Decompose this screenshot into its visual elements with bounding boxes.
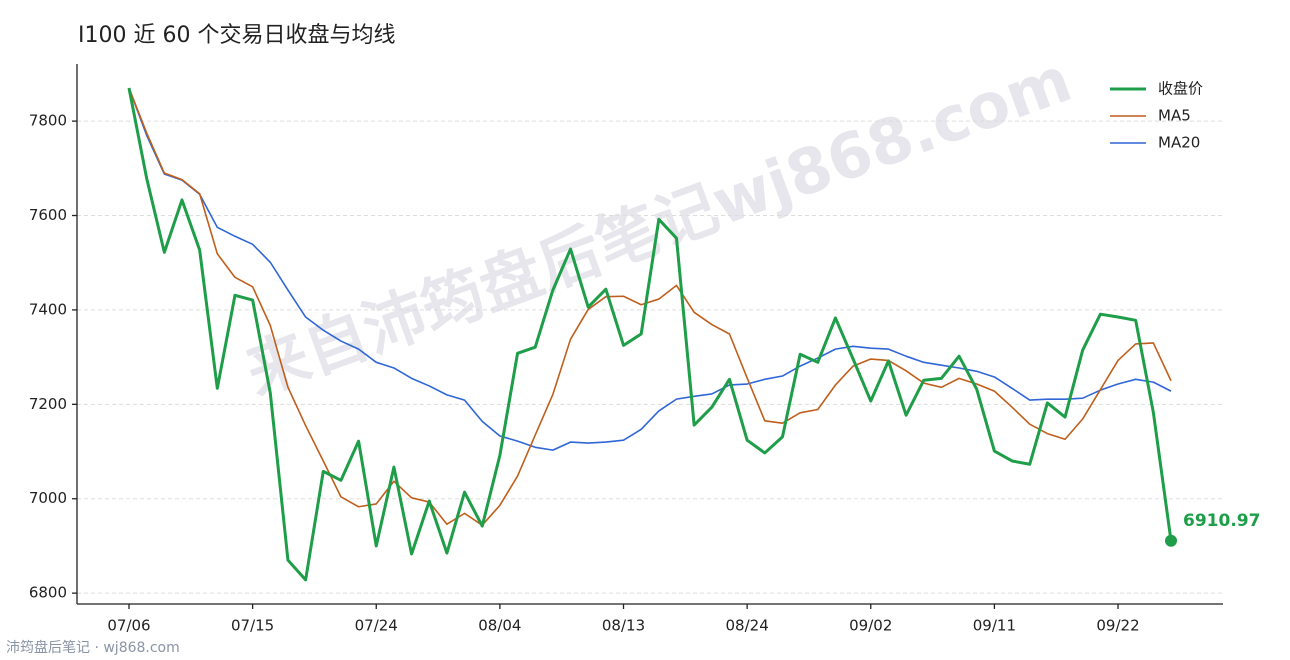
y-tick-label: 7200 <box>29 395 67 413</box>
legend-label: 收盘价 <box>1158 80 1203 98</box>
last-value-label: 6910.97 <box>1183 511 1260 531</box>
series-line <box>128 87 1172 451</box>
y-tick-label: 7600 <box>29 206 67 224</box>
x-tick-label: 08/04 <box>478 617 521 635</box>
chart-title: I100 近 60 个交易日收盘与均线 <box>78 23 395 48</box>
x-tick-label: 08/13 <box>602 617 645 635</box>
y-tick-label: 6800 <box>29 584 67 602</box>
x-tick-label: 09/11 <box>973 617 1016 635</box>
x-tick-label: 09/22 <box>1096 617 1139 635</box>
last-point <box>1165 534 1177 547</box>
y-tick-label: 7400 <box>29 300 67 318</box>
x-tick-label: 09/02 <box>849 617 892 635</box>
x-tick-label: 07/15 <box>231 617 274 635</box>
legend-label: MA20 <box>1158 134 1200 152</box>
series-line <box>127 87 1173 582</box>
y-tick-label: 7000 <box>29 489 67 507</box>
series-line <box>128 87 1172 526</box>
legend-label: MA5 <box>1158 107 1191 125</box>
y-tick-label: 7800 <box>29 112 67 130</box>
footer: 沛筠盘后笔记 · wj868.com <box>6 639 180 656</box>
x-tick-label: 07/24 <box>355 617 398 635</box>
x-tick-label: 08/24 <box>726 617 769 635</box>
x-tick-label: 07/06 <box>107 617 150 635</box>
